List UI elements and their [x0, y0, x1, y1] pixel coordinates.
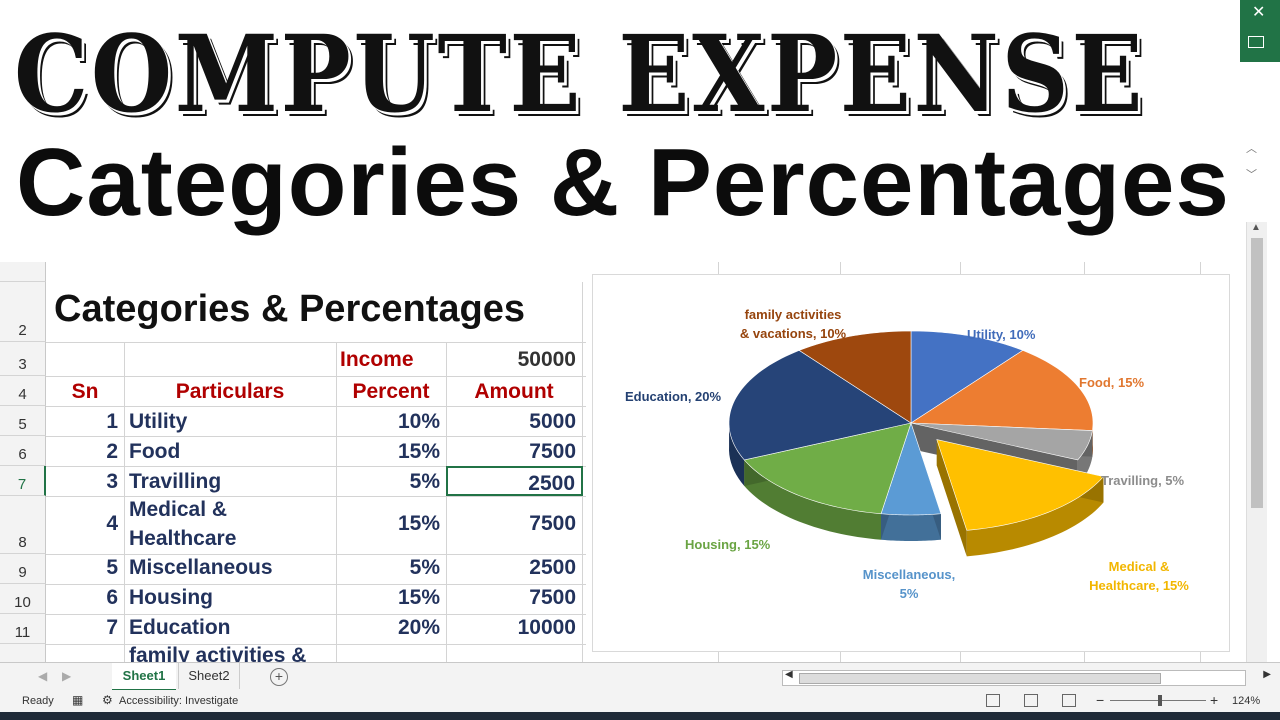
page-layout-icon[interactable] — [1024, 694, 1038, 707]
pie-edge-medical-1 — [936, 439, 967, 557]
headline-categories-percentages: Categories & Percentages — [16, 129, 1230, 236]
tab-sheet2[interactable]: Sheet2 — [178, 663, 240, 689]
tab-sheet1[interactable]: Sheet1 — [112, 663, 176, 692]
chevron-left-icon[interactable]: ◀ — [38, 669, 48, 683]
row-header-1[interactable] — [0, 262, 46, 282]
title-banner: COMPUTE EXPENSE Categories & Percentages — [0, 0, 1240, 262]
data-label-family[interactable]: family activities & vacations, 10% — [740, 307, 847, 341]
close-icon[interactable]: ✕ — [1252, 4, 1266, 21]
status-bar: Ready ▦ ⚙ Accessibility: Investigate − +… — [0, 690, 1280, 712]
row-header-4[interactable]: 4 — [0, 376, 46, 406]
horizontal-scroll-thumb[interactable] — [799, 673, 1161, 684]
zoom-in-icon[interactable]: + — [1210, 692, 1219, 708]
pie-wall-food — [1092, 418, 1093, 457]
row-header-2[interactable]: 2 — [0, 282, 46, 342]
row-header-11[interactable]: 11 — [0, 614, 46, 644]
data-label-utility[interactable]: Utility, 10% — [967, 327, 1036, 342]
spreadsheet-grid[interactable]: 2 3 4 5 6 7 8 9 10 11 Categories & Perce… — [0, 262, 1240, 662]
taskbar — [0, 712, 1280, 720]
row-header-3[interactable]: 3 — [0, 342, 46, 376]
status-ready: Ready — [22, 695, 54, 707]
pie-chart[interactable]: Utility, 10% Food, 15% Travilling, 5% Medic… — [592, 274, 1230, 652]
sheet-title[interactable]: Categories & Percentages — [54, 288, 525, 330]
horizontal-scrollbar[interactable]: ◀ ▶ — [782, 669, 1271, 686]
row-header-12[interactable] — [0, 644, 46, 662]
pie-slice-medical[interactable] — [936, 439, 1105, 531]
row-header-9[interactable]: 9 — [0, 554, 46, 584]
page-break-icon[interactable] — [1062, 694, 1076, 707]
vertical-scrollbar[interactable]: ▲ — [1246, 222, 1267, 662]
row-header-10[interactable]: 10 — [0, 584, 46, 614]
headline-compute-expense: COMPUTE EXPENSE — [14, 11, 1146, 136]
scroll-right-icon[interactable]: ▶ — [1263, 669, 1271, 680]
accessibility-icon[interactable]: ⚙ — [102, 693, 113, 707]
pie-wall-medical — [966, 476, 1104, 557]
vertical-scroll-thumb[interactable] — [1251, 238, 1263, 508]
pie-slice-misc[interactable] — [880, 422, 942, 516]
pie-slice-family[interactable] — [798, 330, 912, 424]
data-label-housing[interactable]: Housing, 15% — [685, 537, 771, 552]
pie-slice-food[interactable] — [910, 350, 1094, 431]
pie-slice-utility[interactable] — [910, 330, 1024, 424]
header-percent[interactable]: Percent — [352, 380, 430, 403]
row-header-5[interactable]: 5 — [0, 406, 46, 436]
active-cell: 2500 — [446, 466, 583, 496]
scroll-left-icon[interactable]: ◀ — [785, 669, 793, 680]
chevron-right-icon[interactable]: ▶ — [62, 669, 72, 683]
header-sn[interactable]: Sn — [71, 380, 99, 403]
row-header-7[interactable]: 7 — [0, 466, 46, 496]
zoom-out-icon[interactable]: − — [1096, 692, 1105, 708]
data-label-misc[interactable]: Miscellaneous, 5% — [863, 567, 955, 601]
chevron-up-icon[interactable]: ︿ — [1246, 143, 1257, 155]
zoom-level[interactable]: 124% — [1232, 695, 1261, 707]
pie-slice-education[interactable] — [728, 350, 912, 461]
window-edge-mid: ︿ ﹀ — [1240, 62, 1280, 222]
data-label-education[interactable]: Education, 20% — [625, 389, 722, 404]
pie-wall-education — [729, 420, 745, 486]
pie-wall-housing — [744, 459, 882, 540]
normal-view-icon[interactable] — [986, 694, 1000, 707]
data-label-travel[interactable]: Travilling, 5% — [1101, 473, 1185, 488]
status-accessibility[interactable]: Accessibility: Investigate — [119, 695, 239, 707]
header-particulars[interactable]: Particulars — [175, 380, 285, 403]
row-header-8[interactable]: 8 — [0, 496, 46, 554]
header-amount[interactable]: Amount — [474, 380, 554, 403]
data-label-medical[interactable]: Medical & Healthcare, 15% — [1089, 559, 1189, 593]
income-label[interactable]: Income — [340, 348, 414, 371]
scroll-up-icon[interactable]: ▲ — [1251, 222, 1261, 233]
window-edge-top: ✕ — [1240, 0, 1280, 62]
add-sheet-button[interactable]: + — [270, 668, 288, 686]
chevron-down-icon[interactable]: ﹀ — [1246, 169, 1257, 181]
comments-icon[interactable] — [1248, 36, 1264, 48]
sheet-tab-bar: ◀ ▶ Sheet1 Sheet2 + ◀ ▶ — [0, 662, 1280, 692]
row-header-6[interactable]: 6 — [0, 436, 46, 466]
data-label-food[interactable]: Food, 15% — [1079, 375, 1144, 390]
income-value[interactable]: 50000 — [517, 348, 576, 371]
zoom-slider-thumb[interactable] — [1158, 695, 1162, 706]
pie-slice-housing[interactable] — [743, 422, 912, 515]
pie-wall-misc — [881, 513, 941, 541]
macro-icon[interactable]: ▦ — [72, 693, 84, 707]
pie-slice-travel[interactable] — [910, 422, 1093, 461]
